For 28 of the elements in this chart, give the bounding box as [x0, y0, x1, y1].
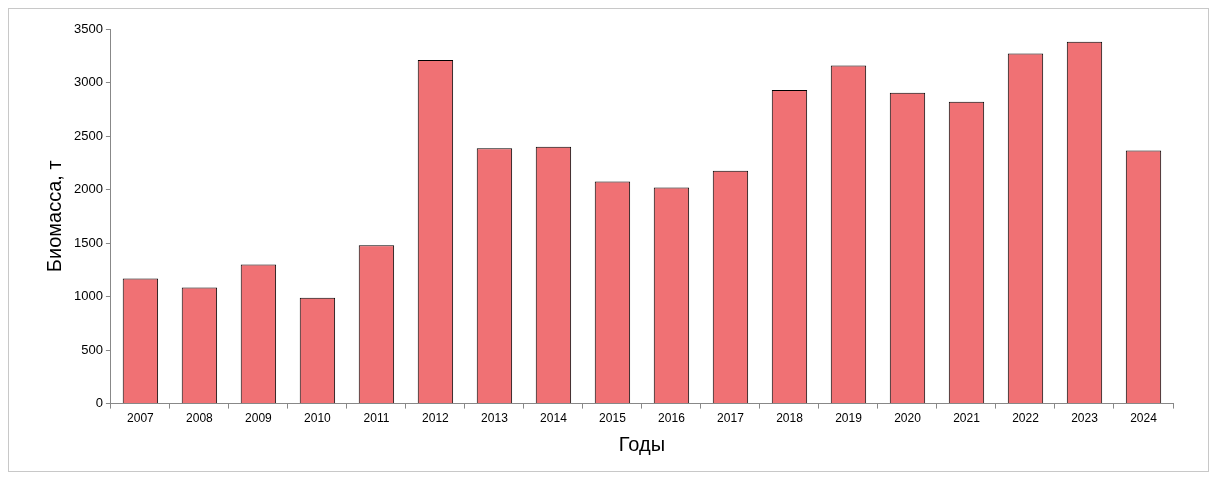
x-tick-label: 2012 [422, 411, 450, 426]
y-tick-label: 1000 [74, 288, 103, 304]
x-tick-label: 2009 [245, 411, 273, 426]
x-tick-label: 2018 [776, 411, 804, 426]
x-tick-label: 2017 [717, 411, 745, 426]
x-tick-label: 2019 [835, 411, 863, 426]
x-tick-label: 2016 [658, 411, 686, 426]
y-tick-label: 3000 [74, 74, 103, 90]
x-axis-title: Годы [618, 432, 666, 455]
y-tick-label: 500 [81, 341, 103, 357]
x-tick-label: 2022 [1012, 411, 1040, 426]
x-tick-label: 2011 [363, 411, 390, 426]
x-tick-label: 2008 [186, 411, 214, 426]
y-axis-title: Биомасса, т [42, 160, 65, 273]
y-tick-label: 3500 [74, 20, 103, 36]
y-tick-label: 1500 [74, 234, 103, 250]
x-tick-label: 2013 [481, 411, 509, 426]
x-tick-label: 2010 [304, 411, 332, 426]
y-tick-label: 2500 [74, 127, 103, 143]
x-tick-label: 2024 [1130, 411, 1158, 426]
y-tick-label: 0 [95, 395, 103, 411]
y-tick-label: 2000 [74, 181, 103, 197]
x-tick-label: 2015 [599, 411, 627, 426]
x-tick-label: 2007 [127, 411, 155, 426]
x-tick-label: 2023 [1071, 411, 1099, 426]
x-tick-label: 2014 [540, 411, 568, 426]
x-tick-label: 2021 [953, 411, 981, 426]
x-tick-label: 2020 [894, 411, 922, 426]
